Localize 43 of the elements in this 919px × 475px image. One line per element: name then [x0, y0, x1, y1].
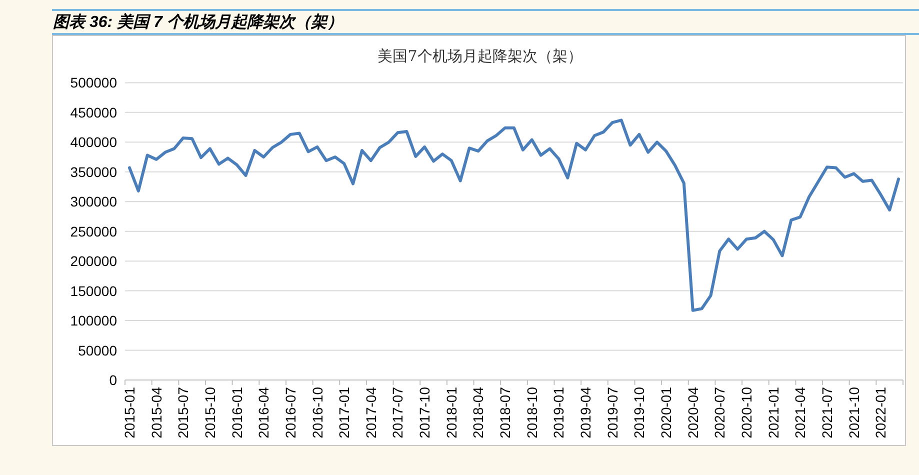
x-tick-label: 2017-04 [362, 386, 379, 438]
x-tick-label: 2021-07 [818, 386, 835, 438]
x-tick-label: 2017-07 [390, 386, 406, 438]
x-tick-label: 2015-07 [175, 386, 192, 438]
x-tick-label: 2019-04 [578, 386, 594, 438]
chart-title: 图表 36: 美国 7 个机场月起降架次（架） [53, 12, 343, 31]
x-tick-label: 2021-01 [765, 386, 782, 438]
x-tick-label: 2018-01 [443, 386, 460, 438]
y-tick-label: 150000 [70, 282, 118, 299]
x-tick-label: 2016-07 [282, 386, 298, 438]
y-tick-label: 250000 [70, 223, 118, 240]
x-tick-label: 2019-01 [550, 386, 567, 438]
x-tick-label: 2017-01 [336, 386, 352, 438]
x-tick-label: 2019-07 [604, 386, 620, 438]
y-tick-label: 100000 [70, 312, 118, 329]
x-tick-label: 2017-10 [416, 386, 433, 438]
x-tick-label: 2018-10 [524, 386, 540, 438]
x-tick-label: 2016-04 [256, 386, 272, 438]
x-tick-label: 2022-01 [872, 386, 889, 438]
y-tick-label: 300000 [70, 194, 118, 210]
y-tick-label: 500000 [70, 74, 118, 91]
x-tick-label: 2015-10 [202, 386, 218, 438]
x-tick-label: 2020-10 [738, 386, 755, 438]
line-series [128, 118, 900, 312]
x-tick-label: 2018-07 [497, 386, 514, 438]
x-tick-label: 2020-01 [658, 386, 674, 438]
x-tick-label: 2019-10 [631, 386, 648, 438]
x-tick-label: 2016-10 [309, 386, 326, 438]
y-tick-label: 350000 [70, 164, 118, 180]
chart-subtitle: 美国7个机场月起降架次（架） [378, 47, 582, 65]
y-tick-label: 50000 [78, 342, 118, 358]
x-tick-label: 2015-04 [148, 386, 164, 438]
y-tick-label: 200000 [70, 253, 118, 270]
x-tick-label: 2021-04 [792, 386, 808, 438]
x-tick-label: 2020-04 [684, 386, 701, 438]
x-tick-label: 2015-01 [121, 386, 138, 438]
y-tick-label: 400000 [70, 134, 118, 150]
y-tick-label: 0 [109, 372, 118, 388]
x-tick-label: 2020-07 [712, 386, 728, 438]
x-tick-label: 2016-01 [228, 386, 245, 438]
y-tick-label: 450000 [70, 104, 118, 120]
x-tick-label: 2018-04 [470, 386, 486, 438]
x-tick-label: 2021-10 [846, 386, 862, 438]
